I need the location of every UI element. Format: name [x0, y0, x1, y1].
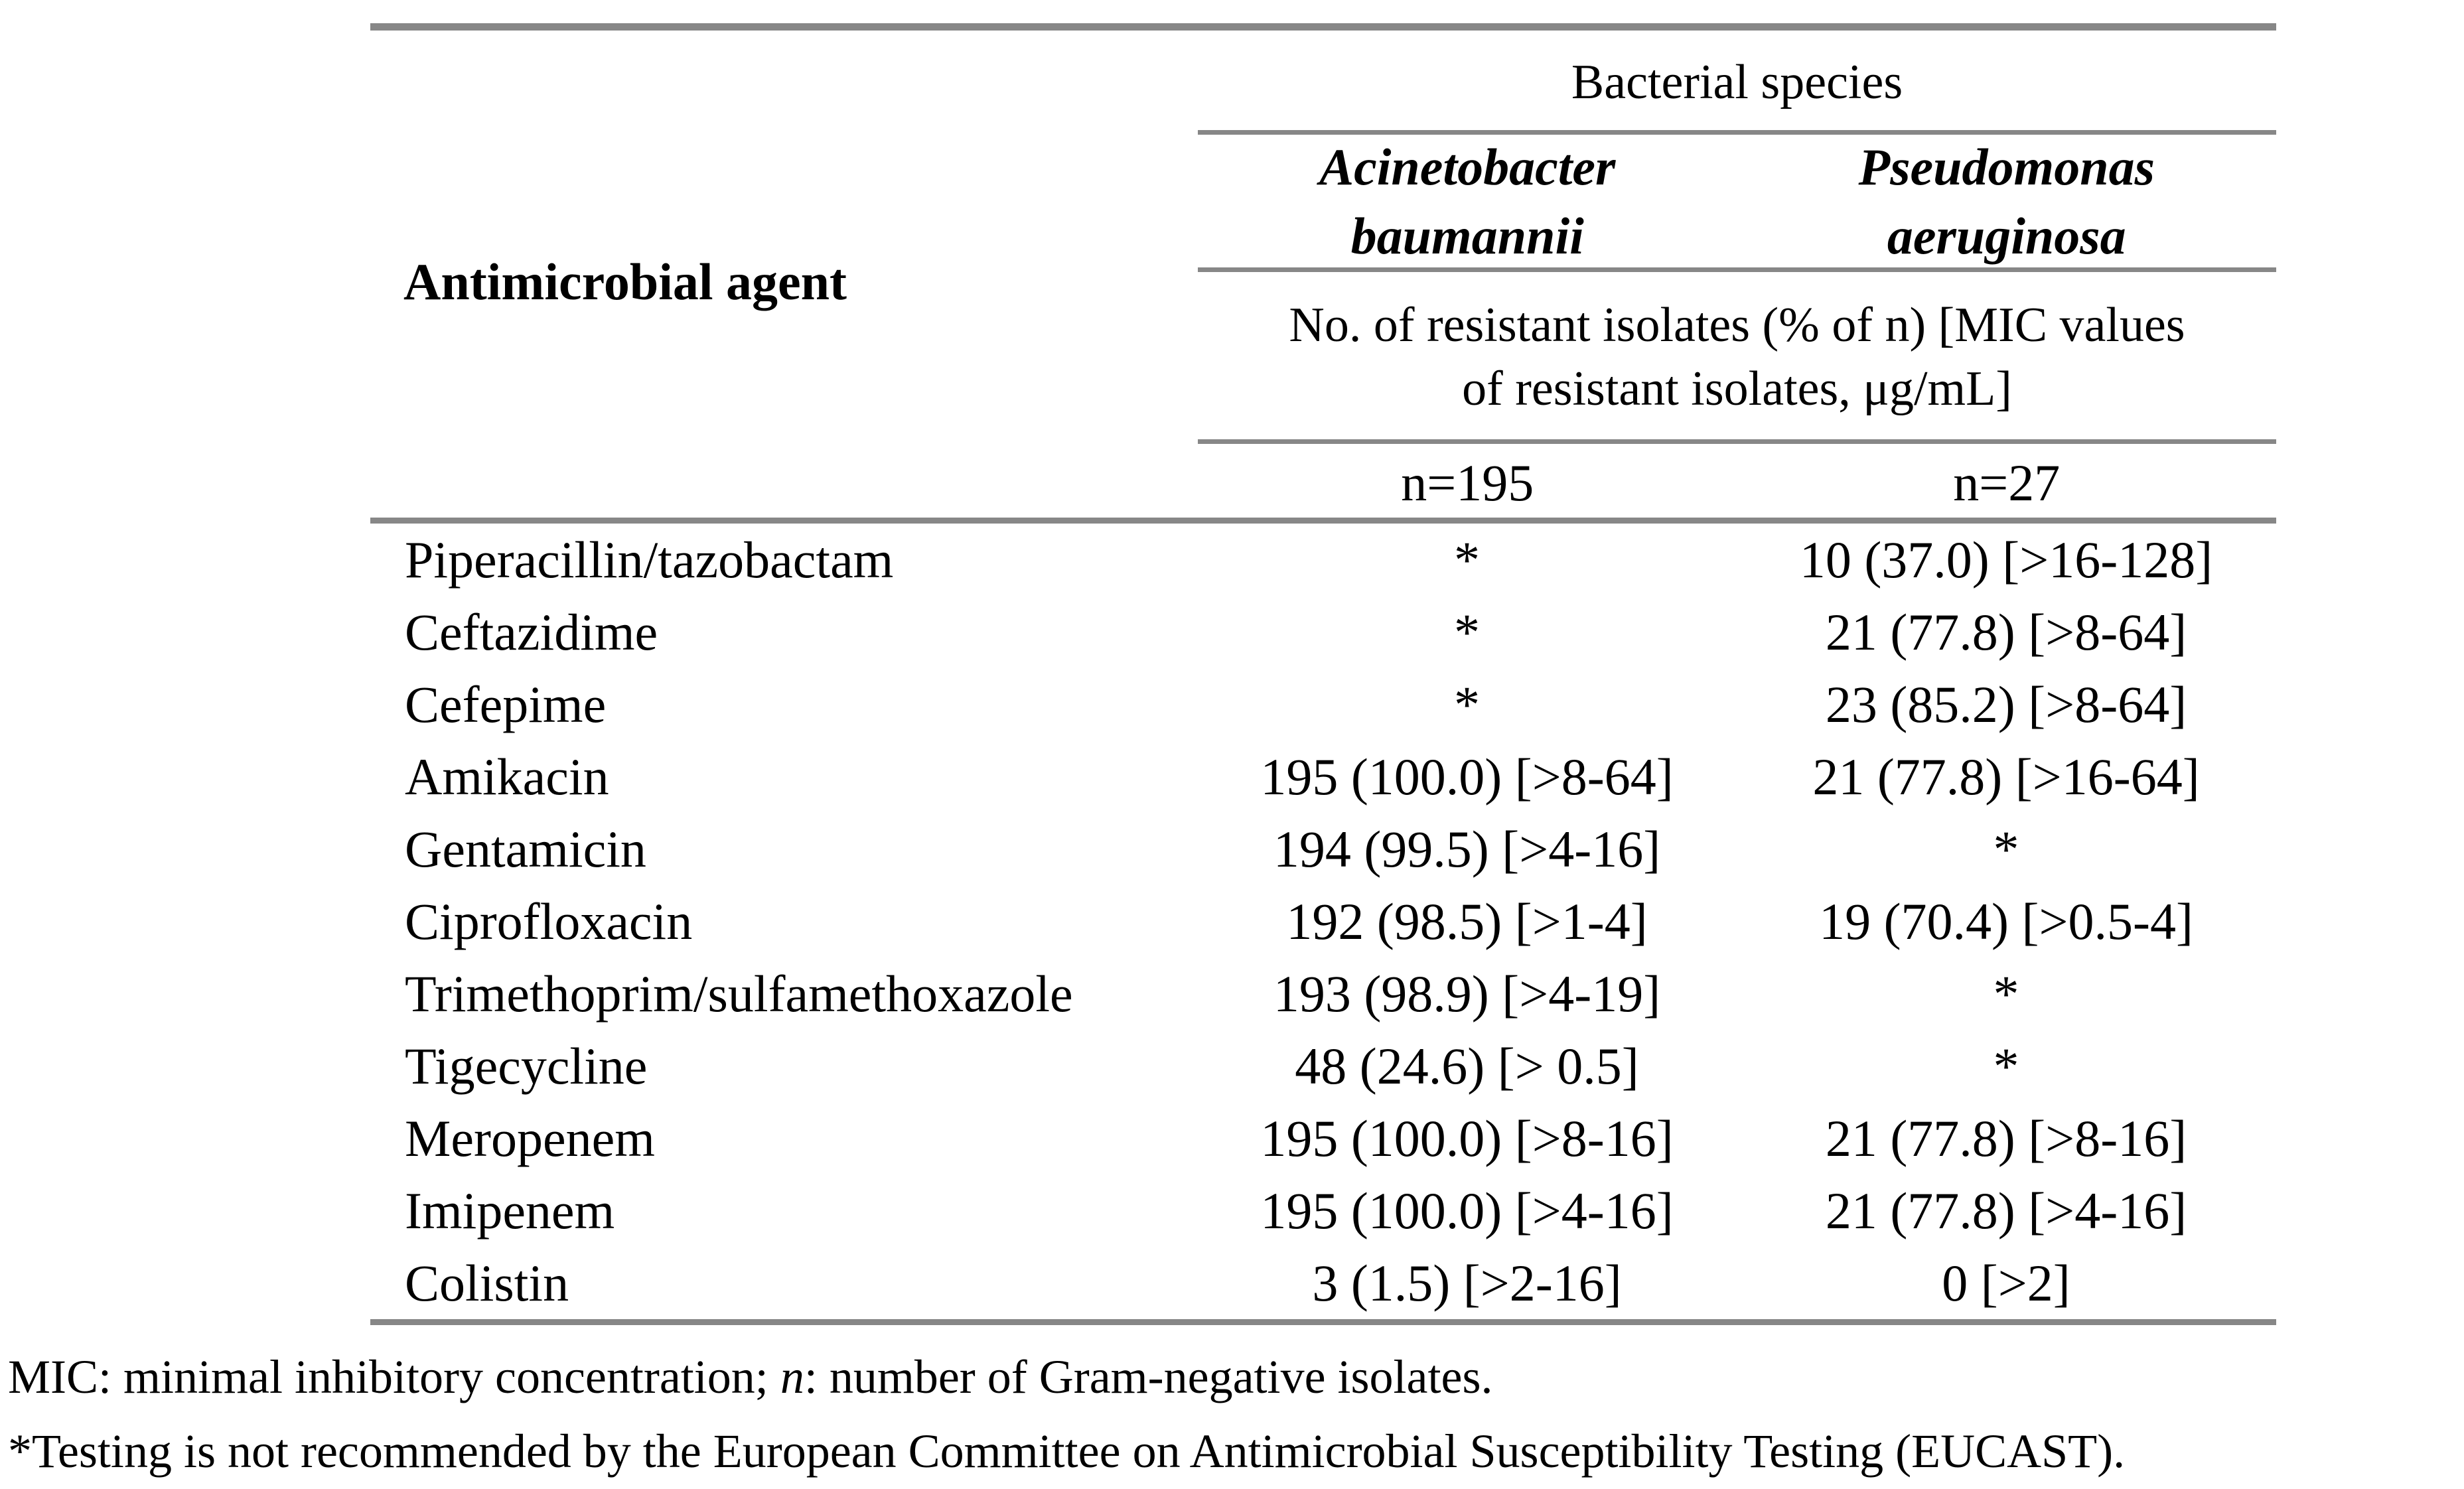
agent-cell: Ciprofloxacin: [405, 892, 693, 950]
n-label-acinetobacter: n=195: [1401, 454, 1534, 512]
table-body-top-rule: [370, 518, 2276, 524]
table-body: Piperacillin/tazobactam * 10 (37.0) [>16…: [370, 524, 2276, 1319]
species-name-line: baumannii: [1350, 207, 1584, 265]
agent-cell: Imipenem: [405, 1181, 615, 1240]
pa-value-cell: *: [1993, 964, 2019, 1023]
table-row: Piperacillin/tazobactam * 10 (37.0) [>16…: [370, 524, 2276, 596]
ab-value-cell: 3 (1.5) [>2-16]: [1312, 1253, 1622, 1312]
table-row: Ciprofloxacin 192 (98.5) [>1-4] 19 (70.4…: [370, 885, 2276, 957]
ab-value-cell: *: [1454, 675, 1480, 733]
sample-size-row: n=195 n=27: [1198, 455, 2276, 511]
table-row: Meropenem 195 (100.0) [>8-16] 21 (77.8) …: [370, 1102, 2276, 1174]
bacterial-species-header: Bacterial species: [1571, 55, 1903, 109]
agent-cell: Meropenem: [405, 1109, 655, 1167]
agent-cell: Cefepime: [405, 675, 607, 733]
table-row: Cefepime * 23 (85.2) [>8-64]: [370, 668, 2276, 741]
pa-value-cell: 23 (85.2) [>8-64]: [1825, 675, 2187, 733]
pa-value-cell: *: [1993, 819, 2019, 878]
agent-cell: Ceftazidime: [405, 603, 658, 661]
pa-value-cell: 0 [>2]: [1942, 1253, 2070, 1312]
species-acinetobacter: Acinetobacter baumannii: [1198, 133, 1737, 271]
measure-header-line1: No. of resistant isolates (% of n) [MIC …: [1289, 298, 2185, 352]
n-label-pseudomonas: n=27: [1953, 454, 2061, 512]
table-row: Trimethoprim/sulfamethoxazole 193 (98.9)…: [370, 957, 2276, 1030]
footnote-mic-definition: MIC: minimal inhibitory concentration; n…: [8, 1347, 1492, 1407]
pa-value-cell: *: [1993, 1036, 2019, 1095]
table-row: Amikacin 195 (100.0) [>8-64] 21 (77.8) […: [370, 741, 2276, 813]
measure-header: No. of resistant isolates (% of n) [MIC …: [1198, 293, 2276, 421]
group-header-rule: [1198, 130, 2276, 135]
measure-header-line2: of resistant isolates, μg/mL]: [1462, 362, 2012, 416]
table-top-rule: [370, 23, 2276, 31]
pa-value-cell: 21 (77.8) [>4-16]: [1825, 1181, 2187, 1240]
agent-cell: Amikacin: [405, 747, 609, 806]
agent-column-header: Antimicrobial agent: [403, 253, 847, 311]
ab-value-cell: *: [1454, 603, 1480, 661]
ab-value-cell: 193 (98.9) [>4-19]: [1273, 964, 1661, 1023]
table-row: Colistin 3 (1.5) [>2-16] 0 [>2]: [370, 1247, 2276, 1319]
ab-value-cell: 195 (100.0) [>8-64]: [1260, 747, 1674, 806]
ab-value-cell: 48 (24.6) [> 0.5]: [1295, 1036, 1639, 1095]
footnote-n-italic: n: [780, 1350, 804, 1403]
species-name-line: Pseudomonas: [1858, 138, 2155, 196]
ab-value-cell: *: [1454, 530, 1480, 589]
pa-value-cell: 19 (70.4) [>0.5-4]: [1819, 892, 2193, 950]
footnote-text: MIC: minimal inhibitory concentration;: [8, 1350, 780, 1403]
agent-cell: Tigecycline: [405, 1036, 648, 1095]
footnote-text: : number of Gram-negative isolates.: [804, 1350, 1493, 1403]
table-row: Imipenem 195 (100.0) [>4-16] 21 (77.8) […: [370, 1174, 2276, 1247]
agent-cell: Trimethoprim/sulfamethoxazole: [405, 964, 1073, 1023]
agent-cell: Gentamicin: [405, 819, 646, 878]
table-row: Ceftazidime * 21 (77.8) [>8-64]: [370, 596, 2276, 668]
agent-cell: Piperacillin/tazobactam: [405, 530, 894, 589]
pa-value-cell: 21 (77.8) [>8-64]: [1825, 603, 2187, 661]
ab-value-cell: 192 (98.5) [>1-4]: [1286, 892, 1648, 950]
footnote-asterisk-definition: *Testing is not recommended by the Europ…: [8, 1425, 2126, 1478]
species-name-row: Acinetobacter baumannii Pseudomonas aeru…: [1198, 133, 2276, 271]
species-header-rule: [1198, 267, 2276, 272]
ab-value-cell: 195 (100.0) [>4-16]: [1260, 1181, 1674, 1240]
ab-value-cell: 194 (99.5) [>4-16]: [1273, 819, 1661, 878]
ab-value-cell: 195 (100.0) [>8-16]: [1260, 1109, 1674, 1167]
pa-value-cell: 10 (37.0) [>16-128]: [1799, 530, 2213, 589]
table-row: Gentamicin 194 (99.5) [>4-16] *: [370, 813, 2276, 885]
species-name-line: aeruginosa: [1887, 207, 2126, 265]
pa-value-cell: 21 (77.8) [>16-64]: [1812, 747, 2200, 806]
species-pseudomonas: Pseudomonas aeruginosa: [1737, 133, 2277, 271]
table-row: Tigecycline 48 (24.6) [> 0.5] *: [370, 1030, 2276, 1102]
measure-header-rule: [1198, 439, 2276, 444]
species-name-line: Acinetobacter: [1319, 138, 1616, 196]
pa-value-cell: 21 (77.8) [>8-16]: [1825, 1109, 2187, 1167]
table-bottom-rule: [370, 1319, 2276, 1325]
agent-cell: Colistin: [405, 1253, 569, 1312]
